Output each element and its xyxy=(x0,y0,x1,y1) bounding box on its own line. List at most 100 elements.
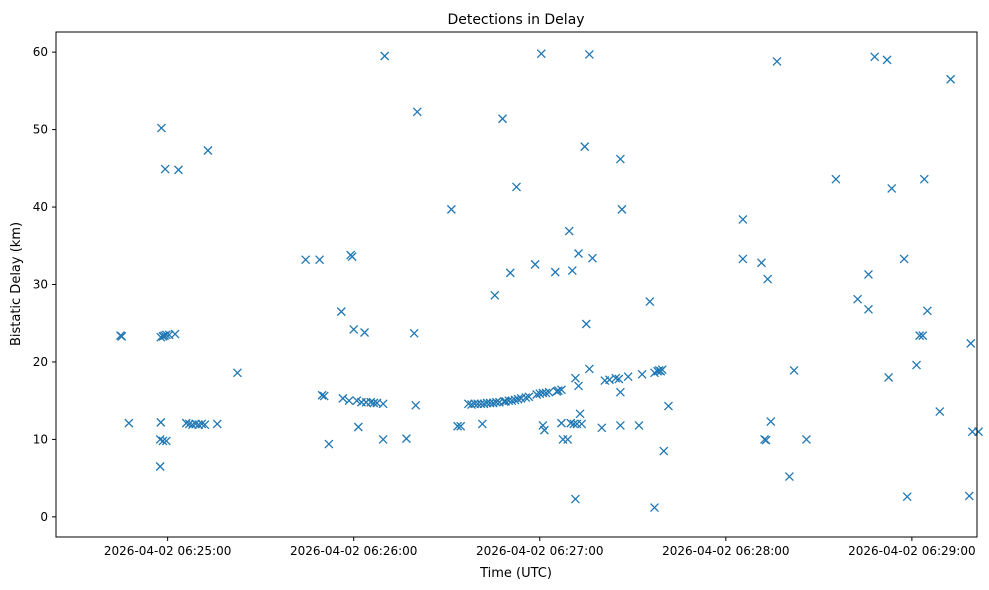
detection-point xyxy=(557,385,566,395)
detection-point xyxy=(581,319,591,329)
detection-point xyxy=(588,253,597,263)
detection-point xyxy=(580,142,590,152)
detection-point xyxy=(766,417,776,427)
detection-point xyxy=(567,266,577,276)
detection-point xyxy=(344,396,354,406)
detection-point xyxy=(831,174,841,184)
detection-point xyxy=(611,373,621,383)
detection-point xyxy=(156,417,166,427)
detection-point xyxy=(935,407,945,416)
detection-point xyxy=(853,294,863,304)
y-tick-label: 40 xyxy=(33,200,48,214)
detection-point xyxy=(574,381,583,391)
detection-point xyxy=(378,434,388,444)
detection-point xyxy=(584,50,594,59)
detection-point xyxy=(564,226,574,236)
y-tick-label: 10 xyxy=(33,432,48,446)
detection-point xyxy=(645,297,655,306)
detection-point xyxy=(544,387,554,397)
detection-point xyxy=(401,434,411,444)
detection-point xyxy=(738,214,748,224)
detection-point xyxy=(946,74,956,84)
detection-point xyxy=(369,398,379,408)
detection-point xyxy=(512,182,521,192)
detection-point xyxy=(553,386,563,396)
x-tick-label: 2026-04-02 06:28:00 xyxy=(662,544,789,558)
x-tick-label: 2026-04-02 06:27:00 xyxy=(476,544,603,558)
detection-point xyxy=(536,49,546,59)
detection-point xyxy=(902,492,912,502)
detection-point xyxy=(378,399,388,409)
detection-point xyxy=(789,366,799,375)
detection-point xyxy=(918,331,928,341)
y-tick-label: 20 xyxy=(33,355,48,369)
chart-title: Detections in Delay xyxy=(447,12,584,28)
detection-point xyxy=(563,434,573,444)
detection-point xyxy=(574,249,583,258)
detection-point xyxy=(615,387,625,397)
detection-point xyxy=(317,390,327,400)
x-axis-label: Time (UTC) xyxy=(479,566,552,581)
detection-point xyxy=(650,503,659,513)
detection-point xyxy=(349,324,359,334)
detection-point xyxy=(491,397,501,407)
detection-point xyxy=(738,254,748,264)
detection-point xyxy=(319,391,329,401)
y-axis: 0 10 20 30 40 50 60 xyxy=(33,45,56,524)
detection-point xyxy=(505,268,515,278)
detection-point xyxy=(964,491,974,501)
x-tick-label: 2026-04-02 06:29:00 xyxy=(848,544,975,558)
detection-point xyxy=(899,254,909,264)
detection-point xyxy=(550,267,560,277)
detection-point xyxy=(761,435,771,445)
detection-point xyxy=(315,255,325,265)
x-tick-label: 2026-04-02 06:25:00 xyxy=(104,544,231,558)
detection-point xyxy=(117,331,127,341)
detection-point xyxy=(617,204,627,214)
detection-point xyxy=(577,419,587,429)
detection-point xyxy=(634,421,644,430)
detection-point xyxy=(524,392,534,402)
detection-point xyxy=(864,269,873,279)
detection-point xyxy=(160,164,170,174)
detection-point xyxy=(161,436,171,446)
detection-point xyxy=(584,364,594,374)
detection-point xyxy=(161,330,171,340)
detection-point xyxy=(870,52,880,62)
detection-point xyxy=(158,436,168,446)
detection-point xyxy=(232,368,242,378)
detection-point xyxy=(597,423,607,433)
detection-point xyxy=(446,204,456,214)
y-tick-label: 50 xyxy=(33,123,48,137)
detection-point xyxy=(530,259,540,269)
detection-point xyxy=(301,255,311,265)
detection-point xyxy=(784,472,794,482)
detection-point xyxy=(155,462,165,471)
y-axis-label: Bistatic Delay (km) xyxy=(9,222,24,346)
detection-point xyxy=(541,388,551,398)
detection-point xyxy=(212,419,222,429)
detection-point xyxy=(763,274,773,284)
detection-point xyxy=(353,422,363,432)
detection-point xyxy=(124,418,134,428)
detection-point xyxy=(557,418,566,428)
detection-point xyxy=(338,393,348,403)
detection-point xyxy=(409,328,419,338)
detection-point xyxy=(336,307,346,317)
detection-point xyxy=(456,421,466,431)
detection-point xyxy=(570,373,580,383)
detection-point xyxy=(882,55,892,65)
detection-point xyxy=(477,419,487,429)
detection-point xyxy=(174,165,183,175)
detection-point xyxy=(887,183,897,193)
data-points xyxy=(116,49,984,513)
detection-point xyxy=(663,401,673,411)
detection-point xyxy=(912,360,921,370)
detection-point xyxy=(521,393,531,403)
detection-point xyxy=(884,372,894,382)
detection-point xyxy=(623,372,633,382)
detection-point xyxy=(170,329,180,339)
detection-point xyxy=(200,420,210,430)
detection-point xyxy=(772,56,782,66)
